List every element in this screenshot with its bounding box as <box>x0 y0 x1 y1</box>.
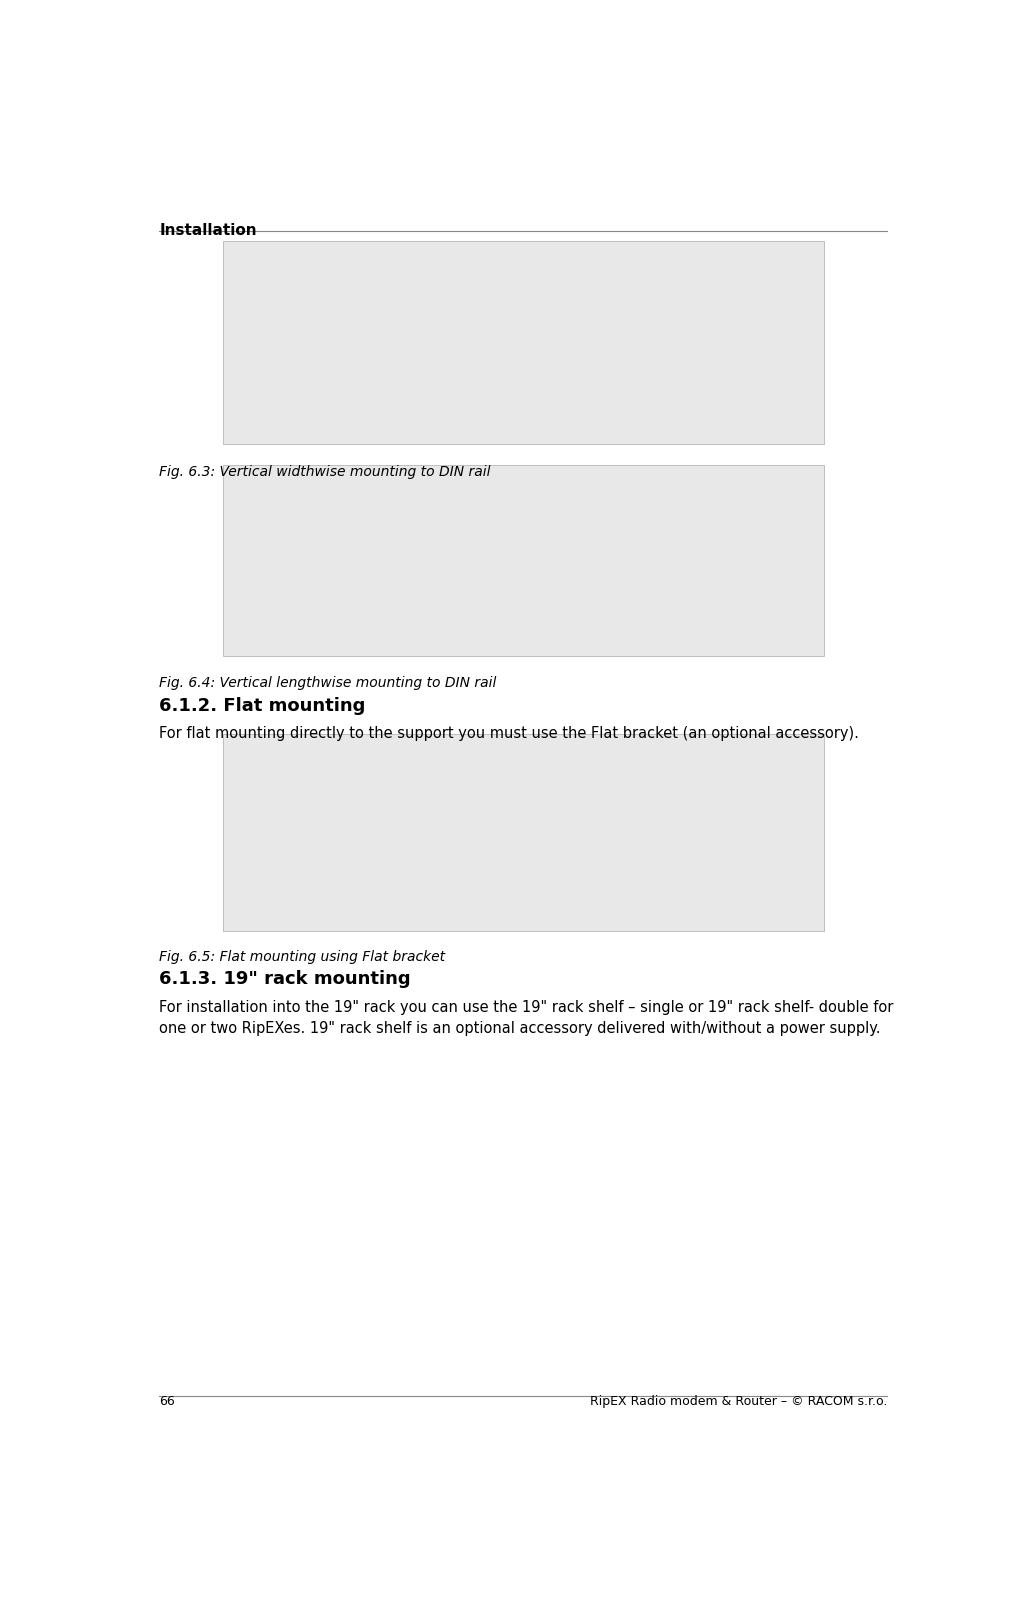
Text: For installation into the 19" rack you can use the 19" rack shelf – single or 19: For installation into the 19" rack you c… <box>159 999 893 1036</box>
Text: Fig. 6.3: Vertical widthwise mounting to DIN rail: Fig. 6.3: Vertical widthwise mounting to… <box>159 465 491 480</box>
Text: Fig. 6.4: Vertical lengthwise mounting to DIN rail: Fig. 6.4: Vertical lengthwise mounting t… <box>159 676 496 689</box>
Text: For flat mounting directly to the support you must use the Flat bracket (an opti: For flat mounting directly to the suppor… <box>159 726 859 742</box>
Text: 66: 66 <box>159 1396 175 1409</box>
Text: 6.1.3. 19" rack mounting: 6.1.3. 19" rack mounting <box>159 971 410 988</box>
Text: Installation: Installation <box>159 222 257 238</box>
FancyBboxPatch shape <box>223 734 824 931</box>
Text: 6.1.2. Flat mounting: 6.1.2. Flat mounting <box>159 697 366 715</box>
Text: Fig. 6.5: Flat mounting using Flat bracket: Fig. 6.5: Flat mounting using Flat brack… <box>159 950 445 964</box>
FancyBboxPatch shape <box>223 465 824 656</box>
Text: RipEX Radio modem & Router – © RACOM s.r.o.: RipEX Radio modem & Router – © RACOM s.r… <box>590 1396 887 1409</box>
FancyBboxPatch shape <box>223 241 824 445</box>
